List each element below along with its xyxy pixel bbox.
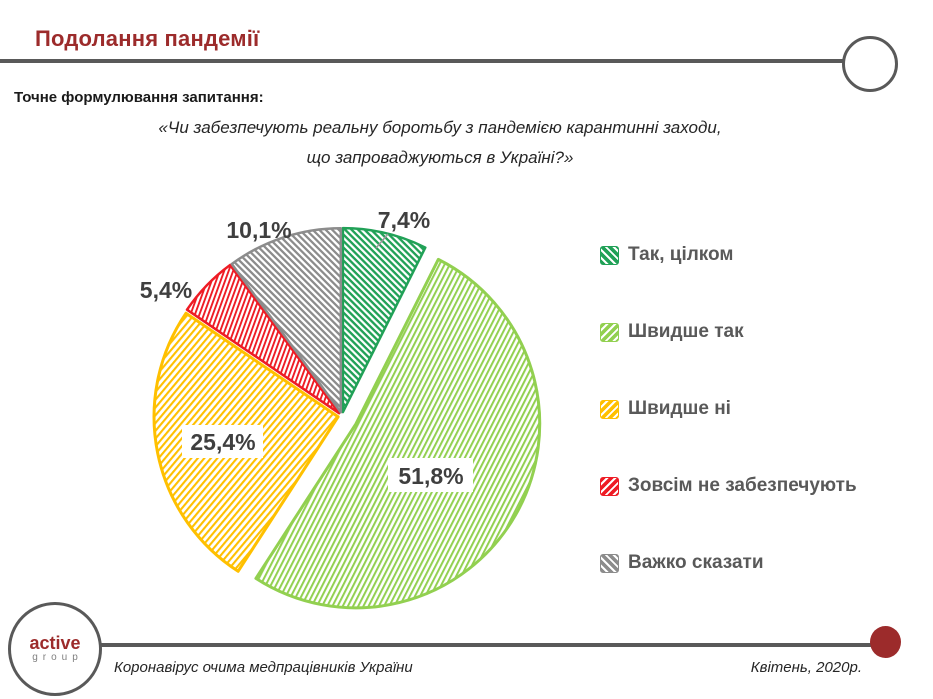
header-divider-line [0,59,843,63]
legend-label: Швидше ні [628,398,731,419]
pie-slices [152,226,542,610]
chart-legend: Так, цілком Швидше так Швидше ні Зовсім … [600,244,857,629]
legend-label: Швидше так [628,321,744,342]
legend-swatch-green-icon [600,245,619,265]
footer-date-text: Квітень, 2020р. [750,659,862,676]
legend-swatch-gray-icon [600,553,619,573]
active-group-logo: active group [8,602,102,696]
footer-dot-decoration [870,626,901,658]
header-circle-decoration [842,36,898,92]
label-box-25-4 [182,425,263,458]
question-text-line2: що запроваджуються в Україні?» [306,148,574,167]
pie-label-zovsim-ne: 5,4% [140,277,192,303]
pie-label-vazhko-skazaty: 10,1% [226,217,291,243]
legend-item-shvydshe-tak: Швидше так [600,321,857,343]
label-box-51-8 [388,458,473,492]
pie-slice-1 [254,257,542,610]
pie-label-shvydshe-tak: 51,8% [398,463,463,489]
leader-line-7-4 [375,233,389,249]
legend-label: Важко сказати [628,552,764,573]
pie-slice-0 [341,226,427,414]
legend-label: Так, цілком [628,244,734,265]
footer-source-text: Коронавірус очима медпрацівників України [114,659,413,676]
pie-slice-4 [230,226,343,414]
question-text-line1: «Чи забезпечують реальну боротьбу з панд… [158,118,722,137]
logo-text-group: group [32,652,83,663]
logo-text-active: active [29,633,81,653]
pie-label-tak-tsilkom: 7,4% [378,207,430,233]
legend-swatch-red-icon [600,476,619,496]
footer-divider-line [95,643,875,647]
pie-label-shvydshe-ni: 25,4% [190,429,255,455]
legend-swatch-yellow-icon [600,399,619,419]
question-label: Точне формулювання запитання: [14,89,264,106]
page-title: Подолання пандемії [35,26,260,51]
legend-item-tak-tsilkom: Так, цілком [600,244,857,266]
legend-label: Зовсім не забезпечують [628,475,857,496]
legend-item-zovsim-ne: Зовсім не забезпечують [600,475,857,497]
pie-slice-3 [185,263,341,415]
legend-swatch-lightgreen-icon [600,322,619,342]
legend-item-shvydshe-ni: Швидше ні [600,398,857,420]
legend-item-vazhko-skazaty: Важко сказати [600,552,857,574]
